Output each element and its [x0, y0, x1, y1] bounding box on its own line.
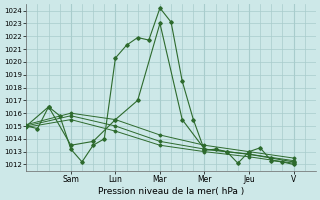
X-axis label: Pression niveau de la mer( hPa ): Pression niveau de la mer( hPa )	[98, 187, 244, 196]
